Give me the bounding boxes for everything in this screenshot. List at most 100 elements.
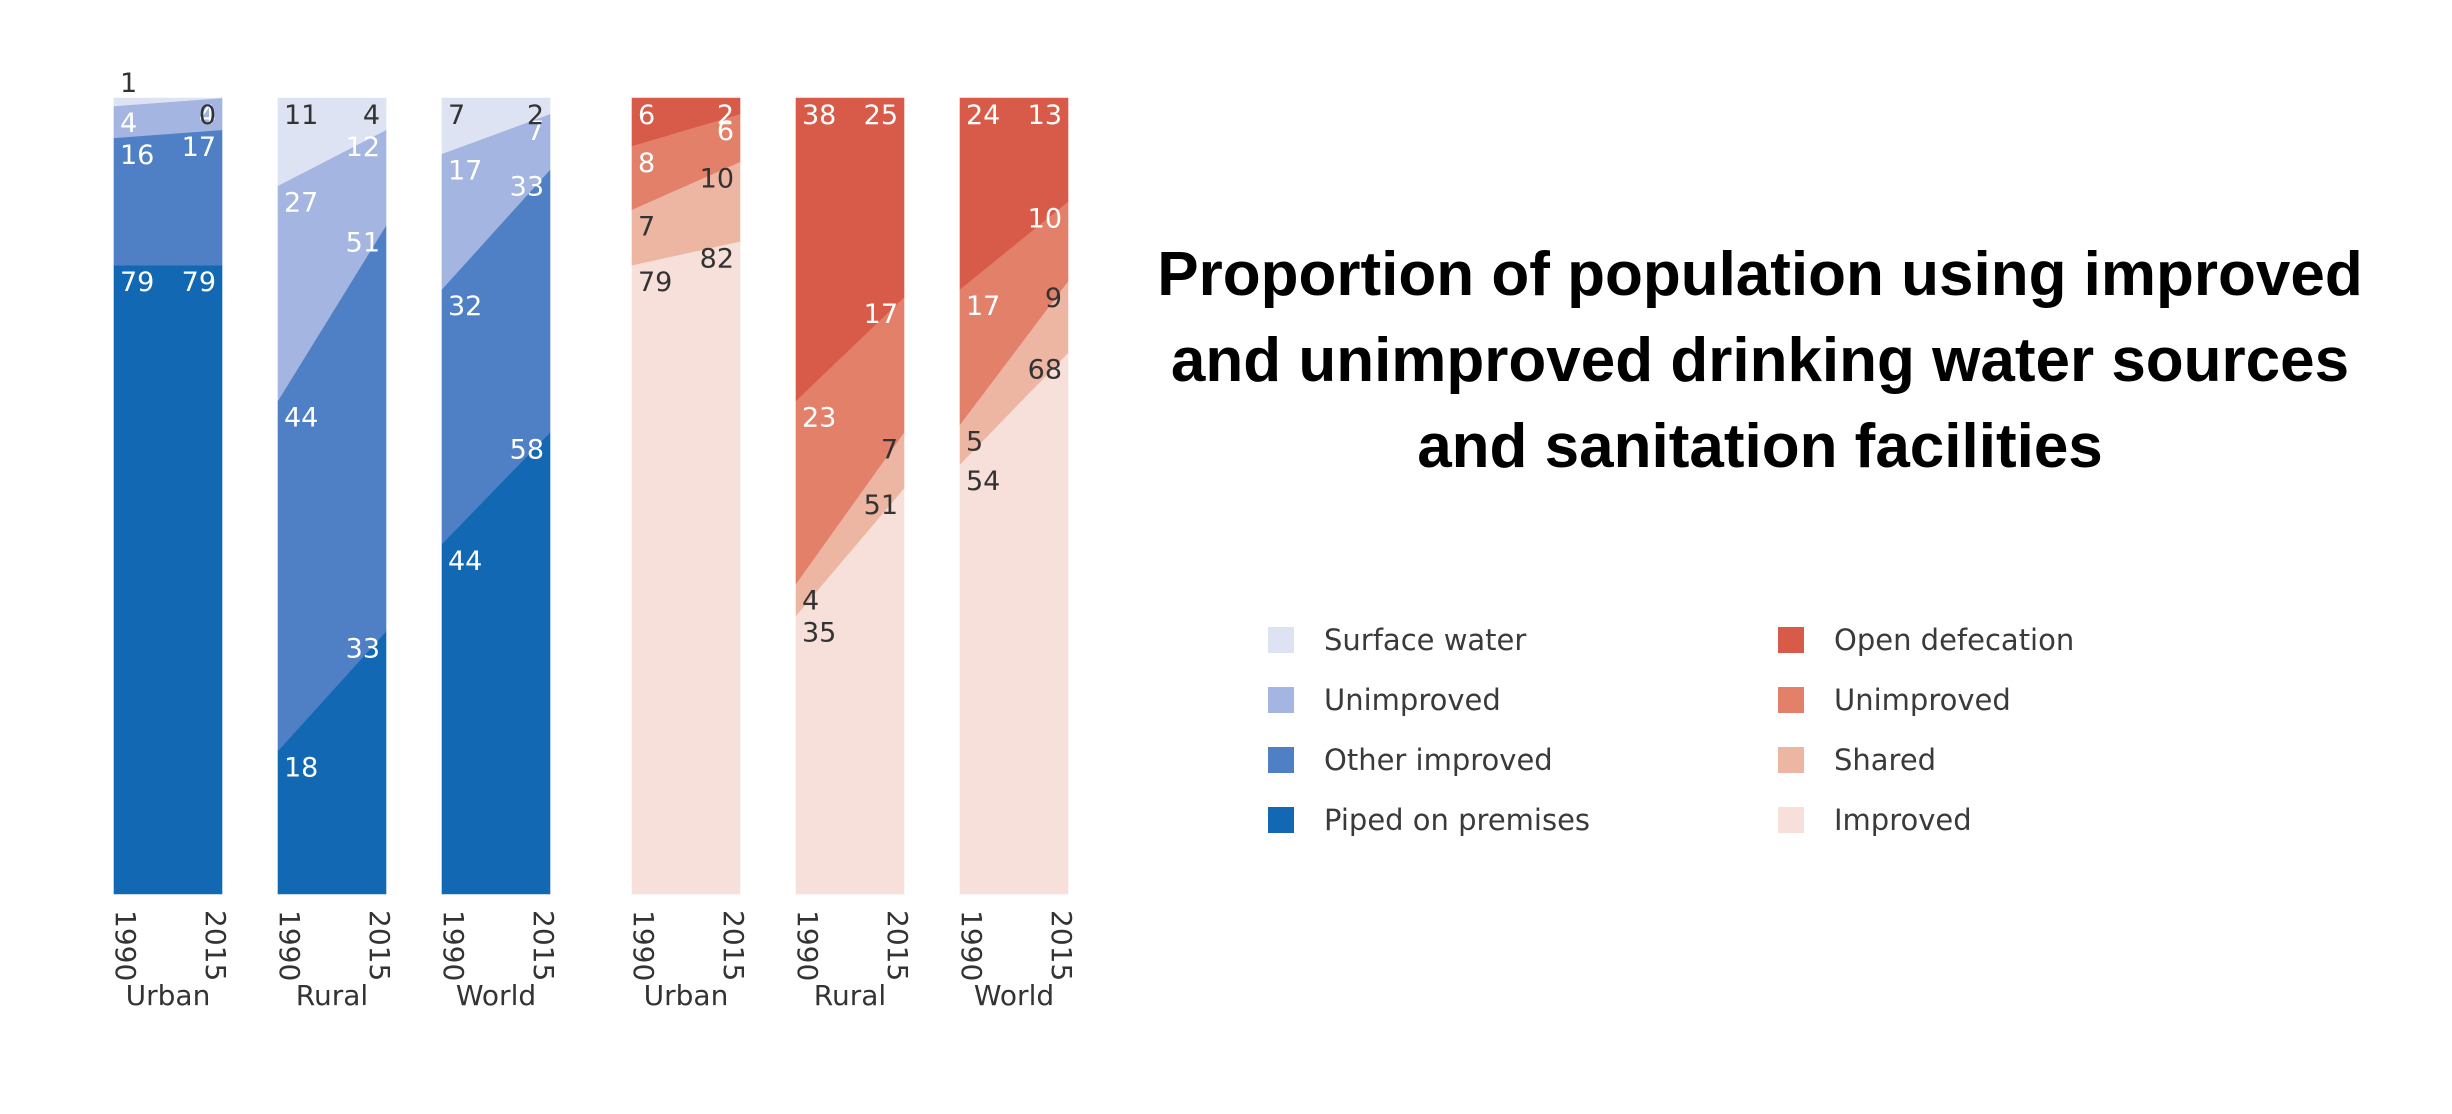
x-tick-label-drinking-water-urban-1990: 1990 (109, 910, 142, 981)
area-drinking-water-rural-surface-water (277, 97, 387, 187)
x-tick-label-drinking-water-rural-1990: 1990 (273, 910, 306, 981)
legend-swatch-sanitation-unimproved (1778, 687, 1804, 713)
data-label-drinking-water-urban-surface-water-2015: 0 (199, 100, 216, 131)
data-label-sanitation-world-improved-2015: 68 (1028, 355, 1062, 386)
data-label-drinking-water-urban-other-improved-1990: 16 (120, 140, 154, 171)
data-label-sanitation-urban-unimproved-1990: 8 (638, 148, 655, 179)
data-label-drinking-water-urban-piped-on-premises-1990: 79 (120, 267, 154, 298)
data-label-sanitation-urban-open-defecation-1990: 6 (638, 100, 655, 131)
data-label-drinking-water-rural-unimproved-2015: 12 (346, 132, 380, 163)
data-label-sanitation-rural-unimproved-2015: 17 (864, 299, 898, 330)
legend-swatch-water-unimproved (1268, 687, 1294, 713)
data-label-sanitation-rural-shared-2015: 7 (881, 434, 898, 465)
data-label-sanitation-world-open-defecation-2015: 13 (1028, 100, 1062, 131)
legend-swatch-piped-on-premises (1268, 807, 1294, 833)
legend-label-water-unimproved: Unimproved (1324, 683, 1501, 717)
data-label-sanitation-rural-open-defecation-1990: 38 (802, 100, 836, 131)
x-tick-label-sanitation-urban-2015: 2015 (717, 910, 750, 981)
data-label-drinking-water-urban-unimproved-1990: 4 (120, 108, 137, 139)
legend-item-open-defecation: Open defecation (1778, 620, 2074, 660)
data-label-drinking-water-world-other-improved-1990: 32 (448, 291, 482, 322)
legend-label-sanitation-unimproved: Unimproved (1834, 683, 2011, 717)
area-drinking-water-urban-surface-water (113, 97, 223, 107)
data-label-drinking-water-rural-piped-on-premises-1990: 18 (284, 753, 318, 784)
chart-legend: Surface water Unimproved Other improved … (1268, 620, 2268, 860)
data-label-drinking-water-world-unimproved-1990: 17 (448, 156, 482, 187)
data-label-sanitation-urban-unimproved-2015: 6 (717, 116, 734, 147)
data-label-sanitation-urban-shared-2015: 10 (700, 164, 734, 195)
data-label-drinking-water-urban-surface-water-1990: 1 (120, 68, 137, 99)
x-tick-label-drinking-water-urban-2015: 2015 (199, 910, 232, 981)
x-tick-label-sanitation-rural-2015: 2015 (881, 910, 914, 981)
legend-label-improved: Improved (1834, 803, 1972, 837)
legend-swatch-improved (1778, 807, 1804, 833)
data-label-sanitation-world-unimproved-2015: 10 (1028, 203, 1062, 234)
data-label-sanitation-rural-open-defecation-2015: 25 (864, 100, 898, 131)
data-label-drinking-water-world-unimproved-2015: 7 (527, 116, 544, 147)
data-label-drinking-water-rural-unimproved-1990: 27 (284, 188, 318, 219)
legend-label-piped-on-premises: Piped on premises (1324, 803, 1591, 837)
chart-title-line-2: and unimproved drinking water sources (1170, 326, 2350, 395)
data-label-drinking-water-world-surface-water-1990: 7 (448, 100, 465, 131)
chart-title: Proportion of population using improved … (1120, 232, 2400, 490)
legend-item-improved: Improved (1778, 800, 1972, 840)
data-label-drinking-water-urban-unimproved-2015: 4 (199, 100, 216, 131)
x-tick-label-sanitation-world-2015: 2015 (1045, 910, 1078, 981)
chart-title-line-3: and sanitation facilities (1417, 412, 2103, 481)
legend-item-other-improved: Other improved (1268, 740, 1553, 780)
legend-item-sanitation-unimproved: Unimproved (1778, 680, 2011, 720)
data-label-sanitation-urban-shared-1990: 7 (638, 211, 655, 242)
data-label-sanitation-rural-improved-2015: 51 (864, 490, 898, 521)
data-label-drinking-water-world-piped-on-premises-2015: 58 (510, 434, 544, 465)
x-tick-label-sanitation-urban-1990: 1990 (627, 910, 660, 981)
data-label-drinking-water-world-other-improved-2015: 33 (510, 172, 544, 203)
area-drinking-water-urban-piped-on-premises (113, 264, 223, 895)
area-drinking-water-world-surface-water (441, 97, 551, 155)
data-label-drinking-water-rural-surface-water-1990: 11 (284, 100, 318, 131)
data-label-sanitation-world-improved-1990: 54 (966, 466, 1000, 497)
data-label-sanitation-world-open-defecation-1990: 24 (966, 100, 1000, 131)
panel-label-drinking-water-urban: Urban (126, 979, 211, 1012)
area-sanitation-urban-improved (631, 240, 741, 895)
legend-item-water-unimproved: Unimproved (1268, 680, 1501, 720)
data-label-sanitation-urban-open-defecation-2015: 2 (717, 100, 734, 131)
data-label-sanitation-urban-improved-2015: 82 (700, 243, 734, 274)
area-sanitation-urban-open-defecation (631, 97, 741, 147)
data-label-drinking-water-rural-other-improved-2015: 51 (346, 227, 380, 258)
data-label-drinking-water-urban-piped-on-premises-2015: 79 (182, 267, 216, 298)
data-label-sanitation-world-unimproved-1990: 17 (966, 291, 1000, 322)
legend-swatch-open-defecation (1778, 627, 1804, 653)
legend-label-shared: Shared (1834, 743, 1937, 777)
panel-label-sanitation-urban: Urban (644, 979, 729, 1012)
data-label-sanitation-world-shared-2015: 9 (1045, 283, 1062, 314)
data-label-sanitation-rural-shared-1990: 4 (802, 586, 819, 617)
legend-item-surface-water: Surface water (1268, 620, 1526, 660)
data-label-sanitation-rural-improved-1990: 35 (802, 617, 836, 648)
area-sanitation-world-open-defecation (959, 97, 1069, 290)
panel-label-sanitation-rural: Rural (814, 979, 886, 1012)
data-label-sanitation-rural-unimproved-1990: 23 (802, 402, 836, 433)
legend-swatch-surface-water (1268, 627, 1294, 653)
legend-label-surface-water: Surface water (1324, 623, 1527, 657)
legend-label-other-improved: Other improved (1324, 743, 1553, 777)
legend-swatch-other-improved (1268, 747, 1294, 773)
x-tick-label-drinking-water-rural-2015: 2015 (363, 910, 396, 981)
chart-title-line-1: Proportion of population using improved (1157, 240, 2363, 309)
data-label-drinking-water-world-piped-on-premises-1990: 44 (448, 546, 482, 577)
data-label-sanitation-urban-improved-1990: 79 (638, 267, 672, 298)
panel-label-sanitation-world: World (974, 979, 1054, 1012)
legend-item-shared: Shared (1778, 740, 1936, 780)
x-tick-label-drinking-water-world-1990: 1990 (437, 910, 470, 981)
area-sanitation-rural-open-defecation (795, 97, 905, 402)
legend-label-open-defecation: Open defecation (1834, 623, 2075, 657)
data-label-drinking-water-rural-other-improved-1990: 44 (284, 402, 318, 433)
panel-label-drinking-water-world: World (456, 979, 536, 1012)
x-tick-label-sanitation-rural-1990: 1990 (791, 910, 824, 981)
data-label-sanitation-world-shared-1990: 5 (966, 426, 983, 457)
legend-swatch-shared (1778, 747, 1804, 773)
x-tick-label-drinking-water-world-2015: 2015 (527, 910, 560, 981)
data-label-drinking-water-rural-surface-water-2015: 4 (363, 100, 380, 131)
data-label-drinking-water-world-surface-water-2015: 2 (527, 100, 544, 131)
data-label-drinking-water-urban-other-improved-2015: 17 (182, 132, 216, 163)
